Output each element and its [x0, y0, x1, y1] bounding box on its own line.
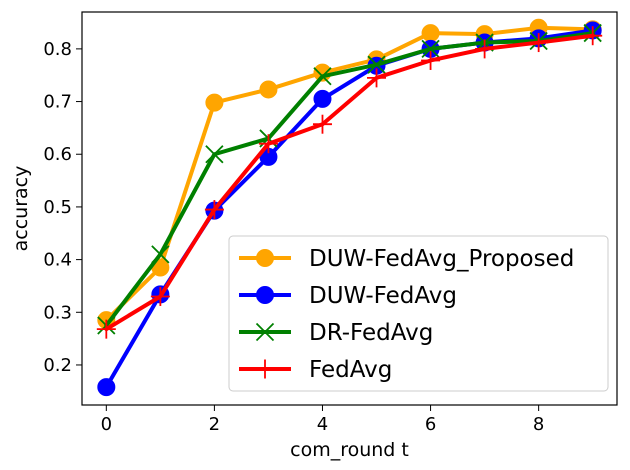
x-tick-label: 2	[209, 414, 220, 435]
y-axis: 0.2 0.3 0.4 0.5 0.6 0.7 0.8	[43, 39, 82, 376]
legend-marker	[255, 359, 275, 379]
data-point	[96, 319, 116, 339]
y-axis-label: accuracy	[10, 166, 32, 252]
series-line	[104, 25, 595, 323]
series-layer	[96, 18, 603, 397]
marker-stroke	[421, 39, 440, 59]
series-fedavg	[96, 26, 603, 339]
data-point	[421, 39, 440, 59]
data-point	[367, 55, 386, 74]
legend-label: DUW-FedAvg_Proposed	[309, 246, 574, 272]
marker-stroke	[255, 322, 275, 342]
data-point	[151, 245, 170, 264]
marker-stroke	[367, 55, 386, 74]
data-point	[313, 67, 332, 86]
legend: DUW-FedAvg_Proposed DUW-FedAvg DR-FedAvg Fe…	[228, 235, 609, 392]
y-tick-label: 0.8	[43, 39, 72, 60]
marker-stroke	[313, 67, 332, 86]
legend-label: FedAvg	[309, 357, 392, 383]
x-tick-label: 4	[317, 414, 328, 435]
data-point	[205, 145, 224, 164]
data-point	[583, 26, 603, 46]
legend-item: DR-FedAvg	[239, 320, 433, 346]
data-point	[150, 286, 170, 306]
data-point	[259, 80, 278, 99]
x-tick-label: 0	[101, 414, 112, 435]
data-point	[313, 89, 332, 108]
data-point	[258, 134, 278, 154]
legend-box	[228, 235, 609, 392]
legend-marker	[256, 249, 274, 267]
x-tick-label: 8	[533, 414, 544, 435]
data-point	[205, 93, 224, 112]
x-axis-label: com_round t	[290, 439, 409, 461]
y-tick-label: 0.5	[43, 197, 72, 218]
y-tick-label: 0.2	[43, 355, 72, 376]
plot-frame	[81, 11, 618, 406]
legend-item: DUW-FedAvg_Proposed	[239, 246, 574, 272]
data-point	[204, 200, 224, 220]
data-point	[421, 24, 440, 43]
legend-marker	[256, 286, 274, 304]
marker-stroke	[205, 145, 224, 164]
data-point	[367, 68, 387, 88]
x-axis: 0 2 4 6 8	[101, 405, 544, 435]
x-tick-label: 6	[425, 414, 436, 435]
data-point	[529, 33, 549, 53]
legend-item: DUW-FedAvg	[239, 283, 457, 309]
legend-marker	[255, 322, 275, 342]
legend-item: FedAvg	[239, 357, 392, 383]
y-tick-label: 0.4	[43, 250, 72, 271]
data-point	[475, 39, 495, 59]
data-point	[421, 50, 441, 70]
legend-label: DUW-FedAvg	[309, 283, 457, 309]
data-point	[312, 114, 332, 134]
marker-stroke	[151, 245, 170, 264]
series-line	[104, 33, 595, 332]
y-tick-label: 0.7	[43, 92, 72, 113]
data-point	[97, 378, 116, 397]
series-line	[104, 31, 595, 328]
y-tick-label: 0.6	[43, 144, 72, 165]
legend-label: DR-FedAvg	[309, 320, 433, 346]
y-tick-label: 0.3	[43, 302, 72, 323]
